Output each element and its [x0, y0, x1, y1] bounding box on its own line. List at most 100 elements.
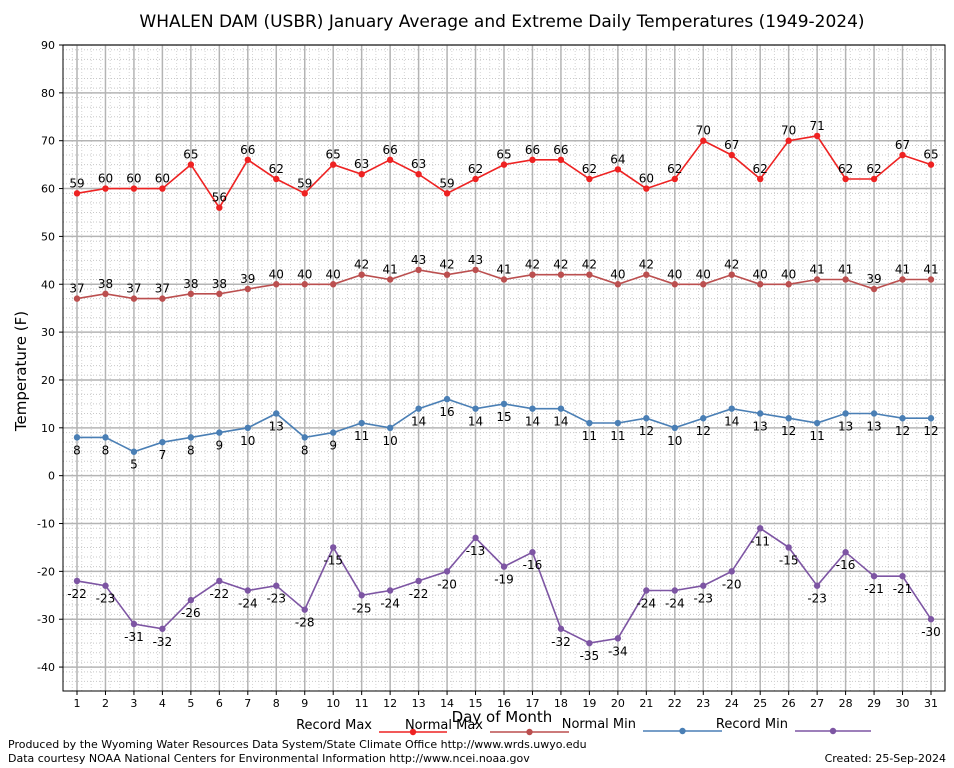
x-tick-label: 14: [440, 697, 454, 710]
x-tick-label: 16: [497, 697, 511, 710]
data-label: 66: [382, 143, 397, 157]
data-label: 42: [525, 258, 540, 272]
data-label: 38: [98, 277, 113, 291]
legend-item-record-max: Record Max: [296, 718, 447, 736]
data-point: [614, 281, 622, 288]
data-label: 59: [439, 176, 454, 190]
data-point: [757, 410, 764, 417]
data-label: -13: [466, 544, 486, 558]
data-point: [443, 271, 451, 278]
data-point: [415, 577, 422, 585]
data-point: [301, 190, 308, 197]
x-tick-label: 9: [301, 697, 308, 710]
data-label: 41: [809, 262, 824, 276]
data-label: 62: [667, 162, 682, 176]
data-label: 65: [496, 148, 511, 162]
data-label: 9: [216, 439, 224, 453]
data-label: 15: [496, 410, 511, 424]
y-tick-label: -30: [37, 613, 55, 626]
data-point: [273, 281, 280, 288]
x-tick-label: 19: [582, 697, 596, 710]
data-label: -23: [807, 592, 827, 606]
x-tick-label: 17: [525, 697, 539, 710]
data-label: -16: [523, 558, 543, 572]
data-point: [159, 295, 166, 302]
data-label: 43: [411, 253, 426, 267]
x-tick-label: 25: [753, 697, 767, 710]
data-label: 65: [326, 148, 341, 162]
data-point: [529, 549, 536, 556]
x-tick-label: 29: [867, 697, 881, 710]
y-tick-label: 40: [41, 278, 55, 291]
x-tick-label: 4: [159, 697, 166, 710]
x-tick-label: 24: [725, 697, 739, 710]
data-point: [130, 448, 138, 455]
data-label: 67: [895, 138, 910, 152]
data-label: 12: [696, 424, 711, 438]
y-tick-label: 60: [41, 183, 55, 196]
data-label: 41: [382, 262, 397, 276]
data-point: [870, 572, 878, 580]
data-label: 39: [240, 272, 255, 286]
data-label: 14: [724, 415, 739, 429]
data-point: [472, 534, 479, 542]
x-tick-label: 31: [924, 697, 938, 710]
x-tick-label: 13: [412, 697, 426, 710]
legend-swatch-marker: [526, 728, 533, 736]
data-label: 60: [98, 172, 113, 186]
data-label: -26: [181, 606, 201, 620]
data-label: 40: [610, 267, 625, 281]
data-label: 41: [838, 262, 853, 276]
footer-credit-2: Data courtesy NOAA National Centers for …: [8, 752, 530, 765]
legend-label: Record Min: [716, 717, 788, 732]
data-label: 8: [102, 443, 110, 457]
data-point: [187, 596, 195, 604]
data-point: [244, 156, 251, 164]
data-point: [728, 151, 735, 159]
data-label: 14: [553, 415, 568, 429]
data-label: 5: [130, 458, 138, 472]
data-point: [614, 419, 622, 427]
data-label: 10: [382, 434, 397, 448]
data-point: [700, 582, 707, 589]
data-point: [614, 166, 622, 173]
data-point: [671, 424, 678, 432]
data-label: -23: [266, 592, 286, 606]
data-point: [586, 639, 593, 647]
data-point: [643, 415, 650, 422]
x-tick-label: 10: [326, 697, 340, 710]
data-label: 42: [582, 258, 597, 272]
data-point: [330, 161, 337, 168]
legend-swatch-marker: [409, 728, 417, 736]
legend-label: Record Max: [296, 718, 372, 733]
data-point: [785, 544, 792, 551]
data-label: 65: [923, 148, 938, 162]
x-tick-label: 22: [668, 697, 682, 710]
data-label: -28: [295, 616, 315, 630]
data-label: -22: [409, 587, 429, 601]
data-label: 10: [240, 434, 255, 448]
data-point: [899, 151, 906, 159]
data-point: [557, 405, 565, 412]
data-label: -20: [722, 577, 742, 591]
data-label: 59: [297, 176, 312, 190]
data-label: 40: [667, 267, 682, 281]
data-point: [671, 587, 678, 594]
data-point: [358, 171, 365, 178]
y-tick-label: -40: [37, 661, 55, 674]
data-point: [216, 429, 223, 436]
data-label: -22: [67, 587, 87, 601]
data-label: 14: [411, 415, 426, 429]
x-tick-label: 6: [216, 697, 223, 710]
data-point: [586, 271, 593, 278]
data-point: [671, 281, 678, 288]
x-tick-label: 8: [273, 697, 280, 710]
legend-label: Normal Max: [405, 718, 483, 733]
data-point: [813, 582, 821, 589]
data-label: -24: [238, 597, 258, 611]
data-label: 37: [155, 282, 170, 296]
data-point: [330, 429, 337, 436]
y-tick-label: 80: [41, 87, 55, 100]
data-label: 12: [781, 424, 796, 438]
